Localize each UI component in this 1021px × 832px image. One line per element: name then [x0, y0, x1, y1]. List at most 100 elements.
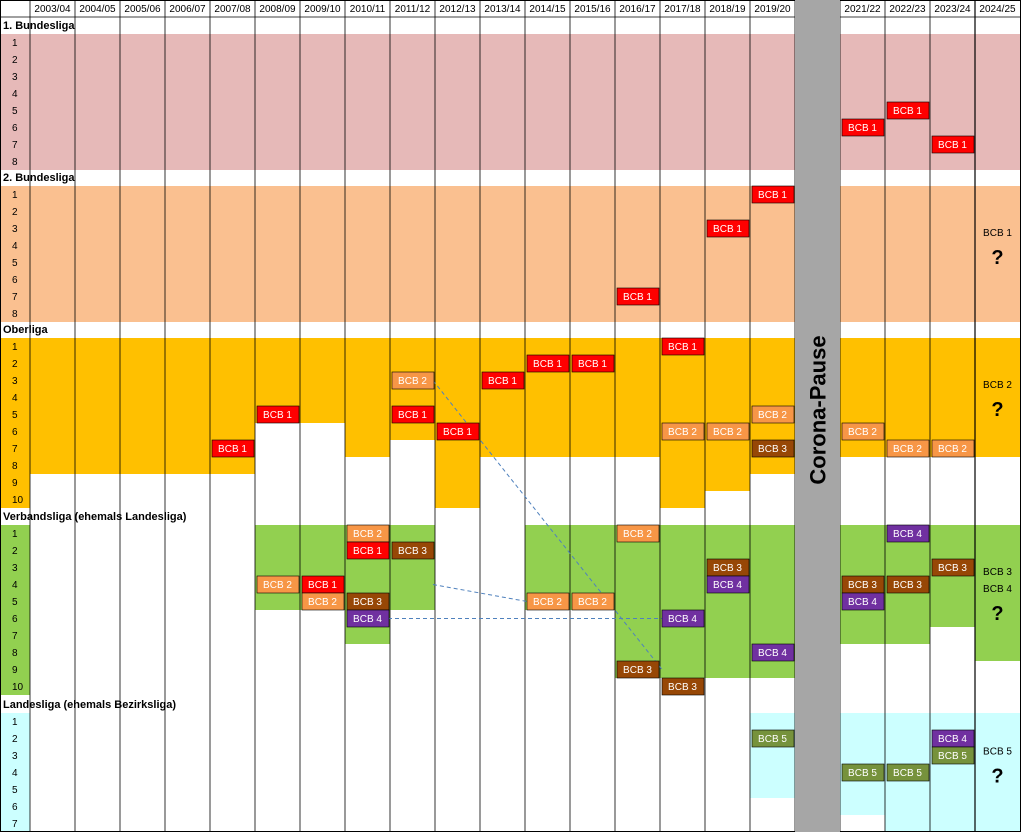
team-entry-label: BCB 3: [893, 580, 922, 591]
league-season-area: [165, 338, 210, 474]
league-title: 1. Bundesliga: [3, 20, 75, 32]
team-entry-bcb-2: [256, 575, 300, 594]
place-number: 6: [12, 275, 18, 286]
team-entry-label: BCB 2: [263, 580, 292, 591]
outlook-question-mark: ?: [991, 399, 1003, 421]
team-entry-label: BCB 1: [758, 190, 787, 201]
team-entry-label: BCB 3: [758, 444, 787, 455]
league-season-area: [615, 34, 660, 170]
team-entry-label: BCB 1: [353, 546, 382, 557]
league-season-area: [525, 186, 570, 322]
league-season-area: [570, 34, 615, 170]
season-header: 2008/09: [259, 4, 296, 15]
corona-pause-label: Corona-Pause: [806, 335, 831, 484]
team-entry-bcb-1: [346, 541, 390, 560]
team-entry-bcb-2: [841, 422, 885, 441]
season-header: 2006/07: [169, 4, 206, 15]
league-season-area: [390, 34, 435, 170]
team-entry-label: BCB 2: [398, 376, 427, 387]
league-season-area: [570, 186, 615, 322]
place-number: 1: [12, 529, 18, 540]
place-number: 7: [12, 292, 18, 303]
place-number: 3: [12, 224, 18, 235]
outlook-question-mark: ?: [991, 603, 1003, 625]
place-number: 1: [12, 190, 18, 201]
team-entry-bcb-1: [526, 354, 570, 373]
team-entry-label: BCB 5: [848, 768, 877, 779]
place-number: 5: [12, 597, 18, 608]
team-entry-bcb-1: [841, 118, 885, 137]
team-entry-label: BCB 5: [938, 751, 967, 762]
season-header: 2014/15: [529, 4, 566, 15]
place-number: 4: [12, 89, 18, 100]
team-entry-bcb-1: [391, 405, 435, 424]
league-season-area: [885, 338, 930, 457]
team-entry-bcb-2: [661, 422, 705, 441]
league-season-area: [75, 34, 120, 170]
outlook-team-label: BCB 2: [983, 380, 1012, 391]
league-season-area: [435, 34, 480, 170]
league-season-area: [390, 186, 435, 322]
team-entry-bcb-1: [706, 219, 750, 238]
team-entry-bcb-3: [931, 558, 975, 577]
season-header: 2018/19: [709, 4, 746, 15]
league-season-area: [705, 338, 750, 491]
team-entry-label: BCB 4: [848, 597, 877, 608]
league-season-area: [480, 186, 525, 322]
team-entry-bcb-5: [886, 763, 930, 782]
team-entry-bcb-1: [436, 422, 480, 441]
place-number: 4: [12, 241, 18, 252]
place-number-column: [0, 525, 30, 695]
team-entry-label: BCB 1: [668, 342, 697, 353]
league-season-area: [660, 525, 705, 678]
league-title: 2. Bundesliga: [3, 172, 75, 184]
team-entry-label: BCB 4: [938, 734, 967, 745]
team-entry-bcb-4: [661, 609, 705, 628]
team-entry-label: BCB 2: [533, 597, 562, 608]
league-season-area: [435, 186, 480, 322]
season-header: 2003/04: [34, 4, 71, 15]
team-entry-label: BCB 2: [668, 427, 697, 438]
team-entry-bcb-5: [751, 729, 795, 748]
season-header: 2021/22: [844, 4, 881, 15]
place-number: 5: [12, 258, 18, 269]
team-entry-label: BCB 3: [398, 546, 427, 557]
team-entry-bcb-3: [661, 677, 705, 696]
team-entry-label: BCB 5: [758, 734, 787, 745]
team-entry-bcb-2: [751, 405, 795, 424]
team-entry-bcb-2: [526, 592, 570, 611]
team-entry-bcb-3: [751, 439, 795, 458]
team-entry-label: BCB 2: [353, 529, 382, 540]
team-entry-label: BCB 4: [713, 580, 742, 591]
team-entry-bcb-3: [886, 575, 930, 594]
team-entry-label: BCB 4: [893, 529, 922, 540]
place-number: 5: [12, 785, 18, 796]
league-season-area: [210, 186, 255, 322]
outlook-team-label: BCB 3: [983, 567, 1012, 578]
place-number: 7: [12, 140, 18, 151]
league-season-area: [480, 338, 525, 457]
league-season-area: [615, 338, 660, 457]
league-season-area: [975, 713, 1020, 832]
season-header: 2015/16: [574, 4, 611, 15]
team-entry-label: BCB 3: [713, 563, 742, 574]
team-entry-label: BCB 3: [668, 682, 697, 693]
team-entry-bcb-2: [886, 439, 930, 458]
league-season-area: [75, 186, 120, 322]
place-number: 9: [12, 478, 18, 489]
place-number: 4: [12, 580, 18, 591]
league-season-area: [30, 34, 75, 170]
team-entry-label: BCB 1: [533, 359, 562, 370]
league-season-area: [255, 34, 300, 170]
league-season-area: [750, 34, 795, 170]
team-entry-bcb-2: [931, 439, 975, 458]
place-number: 7: [12, 631, 18, 642]
league-season-area: [120, 186, 165, 322]
team-entry-bcb-4: [751, 643, 795, 662]
team-entry-label: BCB 2: [578, 597, 607, 608]
league-season-area: [480, 34, 525, 170]
season-header: 2011/12: [395, 4, 431, 15]
team-entry-bcb-2: [391, 371, 435, 390]
league-season-area: [975, 525, 1020, 661]
team-entry-label: BCB 5: [893, 768, 922, 779]
